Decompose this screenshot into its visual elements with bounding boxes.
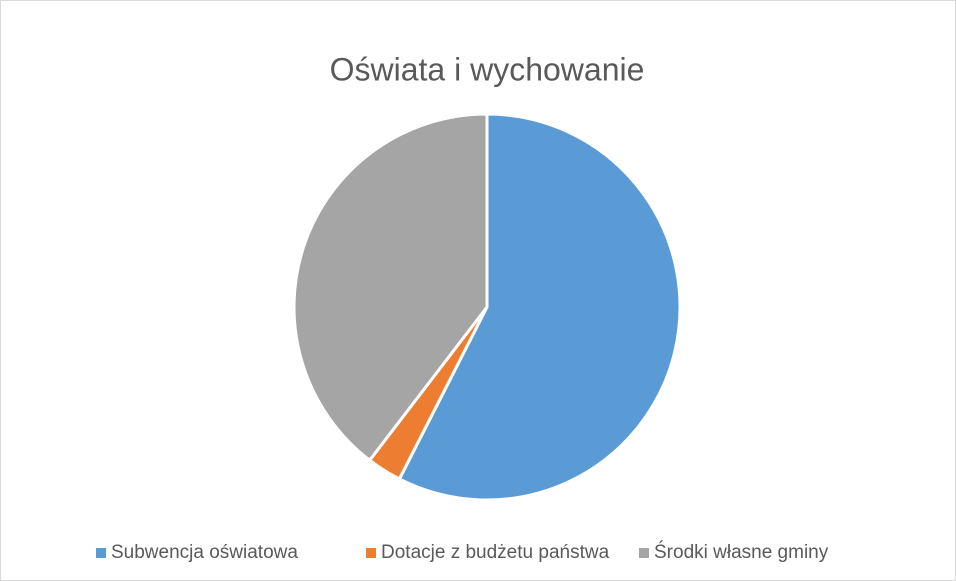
- legend-swatch: [639, 548, 649, 558]
- legend-label: Subwencja oświatowa: [111, 542, 298, 563]
- legend-label: Środki własne gminy: [654, 541, 829, 563]
- pie-slice: [397, 112, 682, 502]
- chart-title: Oświata i wychowanie: [330, 51, 645, 87]
- legend-label: Dotacje z budżetu państwa: [381, 542, 610, 563]
- legend-swatch: [96, 548, 106, 558]
- pie-slice: [292, 112, 489, 463]
- legend-swatch: [366, 548, 376, 558]
